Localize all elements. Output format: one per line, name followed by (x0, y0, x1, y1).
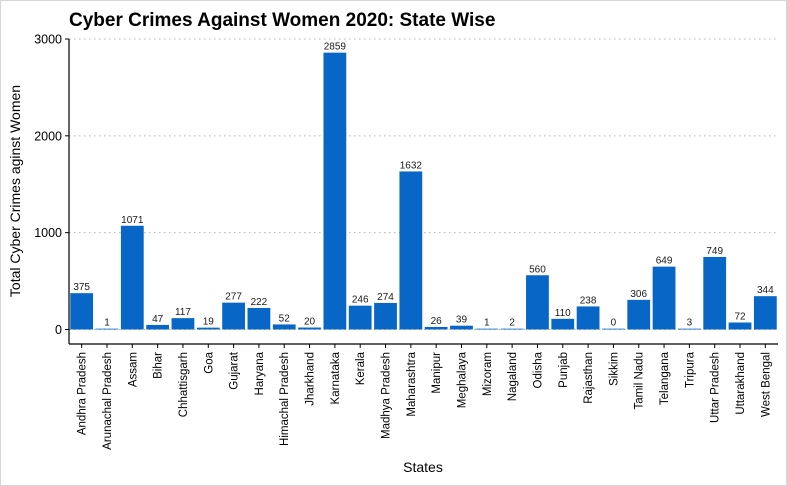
bar (652, 266, 676, 330)
bar-value-label: 277 (225, 292, 242, 303)
chart-title: Cyber Crimes Against Women 2020: State W… (69, 10, 495, 31)
x-tick-label: Punjab (558, 352, 570, 388)
bar (222, 302, 245, 330)
bar-value-label: 117 (175, 307, 191, 318)
x-tick-label: Jharkhand (305, 352, 317, 406)
bar (146, 324, 170, 330)
bar (95, 328, 119, 330)
x-tick-label: Gujarat (229, 351, 241, 390)
x-tick-label: Madhya Pradesh (381, 352, 393, 439)
x-tick-label: Tamil Nadu (634, 352, 646, 410)
bar (171, 318, 195, 330)
x-tick-label: Telangana (659, 351, 671, 405)
bar-value-label: 20 (304, 317, 316, 328)
x-tick-label: Andhra Pradesh (77, 352, 89, 435)
x-tick-label: Uttar Pradesh (710, 352, 722, 423)
bar-value-label: 246 (352, 295, 369, 306)
x-tick-label: Goa (203, 351, 215, 373)
x-tick-label: Bihar (153, 352, 165, 379)
x-tick-label: Uttarakhand (735, 352, 747, 415)
x-axis-title: States (403, 459, 443, 475)
bar-value-label: 238 (580, 295, 597, 306)
bar-value-label: 306 (630, 289, 647, 300)
x-tick-label: Assam (127, 352, 139, 387)
bar (753, 296, 777, 330)
bar (703, 256, 727, 330)
bar (475, 328, 499, 330)
bar (374, 302, 397, 330)
x-tick-label: Maharashtra (406, 351, 418, 416)
bar-value-label: 344 (757, 285, 774, 296)
bar-value-label: 222 (251, 297, 268, 308)
bar-value-label: 274 (377, 292, 394, 303)
bar-value-label: 0 (611, 318, 617, 329)
x-tick-label: Odisha (532, 351, 544, 388)
bar-value-label: 26 (431, 316, 443, 327)
bar-value-label: 649 (656, 256, 673, 267)
bar (70, 293, 94, 330)
bar (576, 306, 600, 330)
bar (602, 328, 625, 330)
bar-value-label: 749 (706, 246, 723, 257)
x-tick-label: Himachal Pradesh (279, 352, 291, 446)
bar-value-label: 375 (73, 282, 90, 293)
bar-value-label: 1071 (121, 215, 144, 226)
bar-value-label: 1632 (400, 160, 423, 171)
y-tick-label: 0 (55, 323, 62, 337)
bar-value-label: 1 (104, 318, 110, 329)
bar (677, 328, 701, 330)
bar (323, 52, 347, 330)
x-tick-label: West Bengal (760, 352, 772, 417)
bar-value-label: 2859 (324, 42, 347, 53)
bar (500, 328, 524, 330)
x-tick-label: Meghalaya (456, 351, 468, 408)
x-tick-label: Mizoram (482, 352, 494, 396)
x-tick-label: Karnataka (330, 351, 342, 404)
bar-value-label: 52 (279, 313, 291, 324)
x-tick-label: Tripura (684, 351, 696, 388)
bar (196, 327, 220, 330)
x-tick-label: Haryana (254, 351, 266, 395)
bar-value-label: 3 (687, 318, 693, 329)
bar (526, 275, 549, 330)
bar (399, 171, 423, 330)
y-tick-label: 3000 (34, 33, 62, 47)
y-tick-labels: 0 1000 2000 3000 (34, 33, 62, 337)
bar (450, 325, 473, 330)
bar-value-label: 19 (203, 317, 215, 328)
bar (627, 299, 651, 330)
bar-value-label: 39 (456, 315, 468, 326)
bar (272, 324, 296, 330)
bar-value-label: 47 (152, 314, 164, 325)
axes (65, 38, 778, 348)
bar-value-label: 1 (484, 318, 490, 329)
x-tick-label: Kerala (355, 351, 367, 385)
bar-value-label: 2 (509, 318, 515, 329)
bar-value-label: 560 (529, 264, 546, 275)
bar (728, 322, 752, 330)
bar-value-label: 110 (555, 308, 571, 319)
x-tick-label: Nagaland (507, 352, 519, 401)
bar (247, 307, 271, 330)
x-tick-label: Manipur (431, 352, 443, 394)
bar-value-label: 72 (734, 312, 746, 323)
x-tick-label: Rajasthan (583, 352, 595, 404)
bars (70, 52, 777, 330)
x-tick-label: Chhattisgarh (178, 352, 190, 417)
y-tick-label: 2000 (34, 129, 62, 143)
x-tick-label: Sikkim (608, 352, 620, 386)
y-tick-label: 1000 (34, 226, 62, 240)
bar (551, 318, 575, 330)
x-tick-label: Arunachal Pradesh (102, 352, 114, 450)
bar (424, 326, 448, 330)
x-tick-labels: Andhra Pradesh Arunachal Pradesh Assam Biha… (77, 351, 773, 450)
y-axis-title: Total Cyber Crimes aginst Women (7, 85, 23, 297)
bar (298, 327, 321, 330)
bar (348, 305, 372, 330)
bar (120, 225, 144, 330)
